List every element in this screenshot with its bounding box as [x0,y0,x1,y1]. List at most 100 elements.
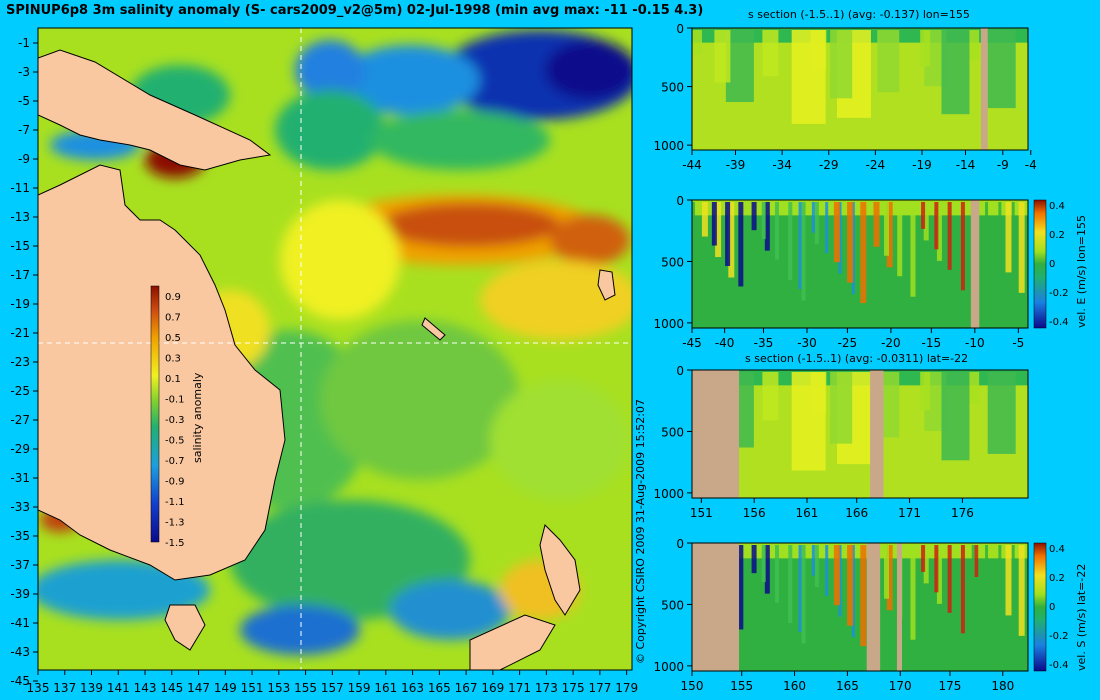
section-streak [974,545,979,577]
section-streak [998,202,1002,264]
velocity-colorbar-tick: -0.4 [1049,660,1069,671]
section-streak [847,545,854,626]
lon-tick-label: 145 [160,681,183,695]
section-panel-1: 0 500 1000 -44 -39 -34 -29 -24 -19 -14 -9 -4 [653,22,1036,172]
depth-tick-label: 0 [676,364,684,378]
section-streak [936,545,942,604]
section-streak [877,30,900,93]
section-streak [711,202,717,246]
lat-tick-label: -3 [18,65,30,79]
copyright-text: © Copyright CSIRO 2009 31-Aug-2009 15:52… [634,399,647,664]
section-land [870,370,884,498]
section-streak [788,202,793,281]
section-streak [873,202,880,247]
panel-3-title: s section (-1.5..1) (avg: -0.0311) lat=-… [745,352,969,365]
lon-tick-label: 177 [588,681,611,695]
section-land [692,543,740,671]
colorbar-tick-label: -1.5 [165,538,185,549]
section-streak [936,202,942,261]
lat-tick-label: -27 [10,413,30,427]
section-streak [941,372,970,461]
section-streak [960,545,965,634]
section-land [866,543,881,671]
salinity-colorbar: 0.9 0.7 0.5 0.3 0.1 -0.1 -0.3 -0.5 -0.7 -0.9 -1.1 -… [150,285,204,549]
colorbar-tick-label: 0.9 [165,292,181,303]
depth-tick-label: 1000 [653,660,684,674]
section-streak [791,372,826,471]
depth-tick-label: 500 [661,598,684,612]
velocity-axis-label: vel. S (m/s) lat=-22 [1075,564,1088,671]
colorbar-tick-label: 0.3 [165,354,181,365]
lat-tick-label: -41 [10,616,30,630]
section-streak [751,202,757,231]
section-streak [985,545,989,586]
section-x-tick-label: -40 [715,336,735,350]
section-x-tick-label: 176 [951,506,974,520]
section-streak [923,202,929,241]
section-x-tick-label: 155 [730,679,753,693]
velocity-colorbar-tick: 0.2 [1049,230,1065,241]
lat-tick-label: -39 [10,587,30,601]
section-streak [847,202,854,283]
colorbar-tick-label: -1.1 [165,497,185,508]
lat-tick-label: -21 [10,326,30,340]
section-streak [860,545,867,647]
section-land [980,28,988,150]
section-streak [833,202,840,263]
lon-tick-label: 141 [107,681,130,695]
velocity-colorbar-tick: 0 [1049,259,1055,270]
lon-tick-label: 139 [80,681,103,695]
section-x-tick-label: 166 [845,506,868,520]
lon-tick-label: 167 [455,681,478,695]
panel-1-title: s section (-1.5..1) (avg: -0.137) lon=15… [748,8,970,21]
section-streak [851,202,855,295]
lat-tick-label: -29 [10,442,30,456]
salinity-map [37,27,633,671]
section-x-tick-label: -9 [997,158,1009,172]
colorbar-tick-label: -0.9 [165,477,185,488]
velocity-colorbar [1033,542,1047,672]
velocity-colorbar-tick: -0.4 [1049,317,1069,328]
colorbar-tick-label: -0.5 [165,436,185,447]
section-streak [897,202,903,277]
section-x-tick-label: 180 [991,679,1014,693]
section-streak [921,202,926,229]
section-streak [762,372,779,421]
section-streak [860,202,867,304]
section-streak [801,545,806,644]
section-streak [761,202,766,240]
lat-tick-label: -35 [10,529,30,543]
section-streak [998,545,1002,607]
depth-tick-label: 0 [676,22,684,36]
section-streak [910,545,916,640]
colorbar-tick-label: 0.1 [165,374,181,385]
lon-tick-label: 135 [27,681,50,695]
section-x-tick-label: -30 [797,336,817,350]
lon-tick-label: 137 [53,681,76,695]
section-streak [886,545,893,611]
section-streak [761,545,766,583]
section-x-tick-label: 151 [690,506,713,520]
section-land [970,200,980,328]
lat-tick-label: -25 [10,384,30,398]
velocity-colorbar [1033,199,1047,329]
section-streak [833,545,840,606]
section-streak [1005,202,1012,273]
lat-tick-label: -37 [10,558,30,572]
colorbar-tick-label: 0.7 [165,313,181,324]
section-x-tick-label: -29 [819,158,839,172]
section-x-tick-label: -4 [1025,158,1037,172]
section-streak [1018,545,1025,636]
section-streak [738,202,744,287]
lat-tick-label: -19 [10,297,30,311]
section-land [896,543,902,671]
section-x-tick-label: -10 [965,336,985,350]
lat-tick-label: -15 [10,239,30,253]
section-streak [987,372,1016,454]
lat-tick-label: -31 [10,471,30,485]
lat-tick-label: -33 [10,500,30,514]
lon-tick-label: 171 [508,681,531,695]
lon-tick-label: 151 [241,681,264,695]
colorbar-tick-label: -0.1 [165,395,185,406]
